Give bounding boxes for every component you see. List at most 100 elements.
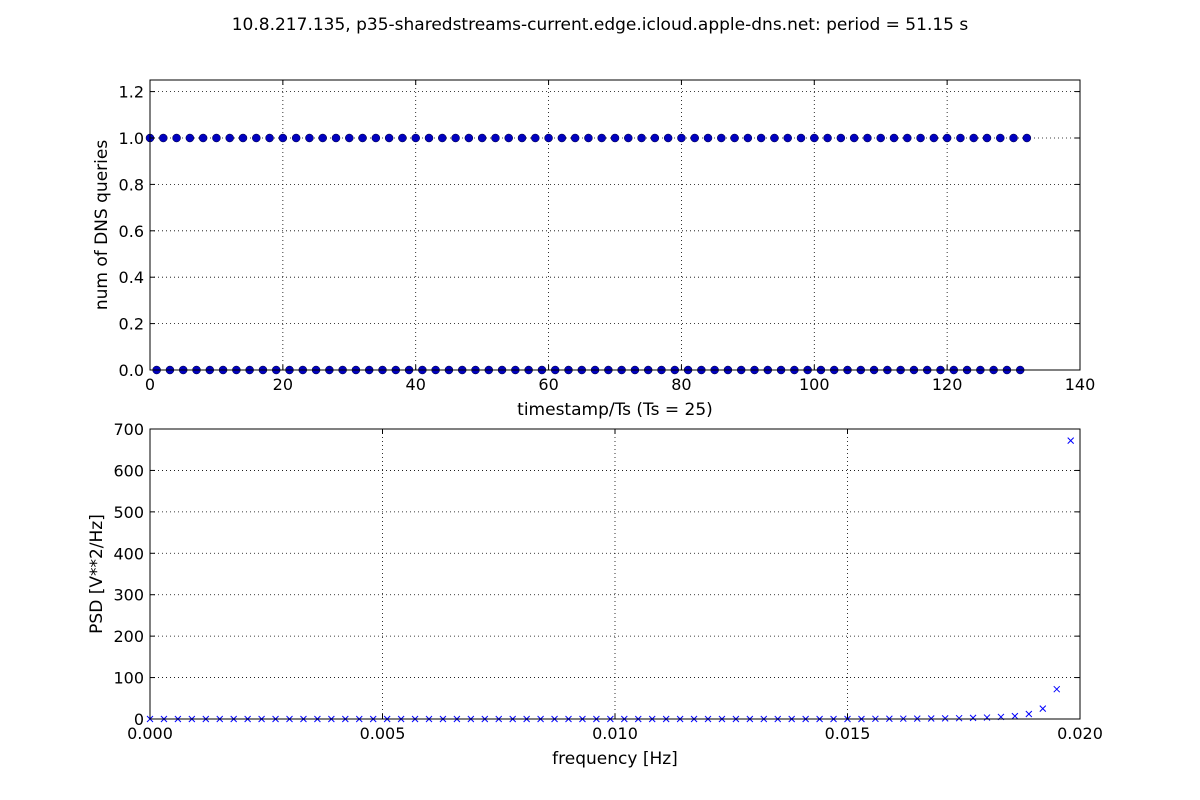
data-point [291,133,301,143]
data-point [252,133,261,143]
data-point [1009,133,1018,143]
data-point [823,133,832,143]
time-series-x-tick-label: 80 [671,375,691,394]
psd-y-tick-label: 300 [113,586,144,605]
data-point [451,133,460,143]
data-point [969,714,977,722]
data-point [982,133,992,143]
data-point [238,133,248,143]
data-point [331,133,341,143]
time-series-x-tick-label: 60 [538,375,558,394]
psd-y-tick-label: 400 [113,544,144,563]
data-point [491,133,500,143]
data-point [1039,705,1047,712]
psd-points [146,437,1075,723]
data-point [477,133,487,143]
psd-y-tick-label: 500 [113,503,144,522]
psd-grid [150,429,1080,719]
data-point [637,133,646,143]
data-point [942,133,952,143]
time-series-y-tick-label: 0.8 [119,175,144,194]
data-point [756,133,766,143]
data-point [916,133,925,143]
figure-title: 10.8.217.135, p35-sharedstreams-current.… [232,15,969,35]
psd-x-ticks: 0.000 0.005 0.010 0.015 0.020 [127,429,1103,743]
data-point [265,133,274,143]
psd-x-tick-label: 0.000 [127,724,173,743]
data-point [570,133,580,143]
psd-x-tick-label: 0.010 [592,724,638,743]
data-point [876,133,885,143]
data-point [225,133,234,143]
psd-x-tick-label: 0.005 [360,724,406,743]
data-point [531,133,540,143]
psd-y-tick-label: 200 [113,627,144,646]
time-series-chart: 0 20 40 60 80 100 120 140 0.0 0.2 0.4 0.6 0.8 1.0 1.2… [92,79,1095,420]
data-point [956,133,965,143]
time-series-plot-frame [149,79,1081,371]
data-point [212,133,221,143]
data-point [650,133,660,143]
data-point [411,133,420,143]
psd-x-label: frequency [Hz] [552,749,678,769]
time-series-points [145,133,1032,375]
time-series-x-tick-label: 100 [799,375,830,394]
data-point [1067,437,1075,444]
psd-y-label: PSD [V**2/Hz] [87,514,107,634]
data-point [597,133,606,143]
data-point [584,133,593,143]
time-series-y-label: num of DNS queries [92,140,112,311]
data-point [305,133,314,143]
data-point [464,133,474,143]
psd-x-tick-label: 0.020 [1057,724,1103,743]
data-point [941,714,949,722]
data-point [278,133,288,143]
data-point [1053,685,1061,693]
data-point [318,133,327,143]
data-point [384,133,394,143]
time-series-x-tick-label: 20 [273,375,293,394]
time-series-x-tick-label: 140 [1065,375,1096,394]
psd-chart: 0.000 0.005 0.010 0.015 0.020 0 100 200 300 400 5… [87,420,1103,769]
data-point [677,133,686,143]
time-series-y-tick-label: 1.2 [119,83,144,102]
data-point [889,133,899,143]
psd-y-tick-label: 600 [113,461,144,480]
data-point [624,133,633,143]
time-series-y-ticks: 0.0 0.2 0.4 0.6 0.8 1.0 1.2 [119,83,1080,380]
time-series-grid [150,80,1080,370]
data-point [863,133,872,143]
time-series-x-ticks: 0 20 40 60 80 100 120 140 [145,80,1095,394]
data-point [1011,712,1019,720]
time-series-y-tick-label: 1.0 [119,129,144,148]
data-point [504,133,513,143]
data-point [730,133,739,143]
data-point [544,133,553,143]
data-point [810,133,819,143]
data-point [610,133,620,143]
data-point [517,133,527,143]
time-series-y-tick-label: 0.6 [119,222,144,241]
data-point [1022,133,1032,143]
data-point [398,133,407,143]
psd-y-tick-label: 700 [113,420,144,439]
psd-y-tick-label: 0 [134,710,144,729]
time-series-x-tick-label: 0 [145,375,155,394]
data-point [743,133,753,143]
time-series-x-label: timestamp/Ts (Ts = 25) [517,400,713,420]
time-series-x-tick-label: 120 [932,375,963,394]
data-point [783,133,792,143]
data-point [955,714,963,722]
data-point [172,133,181,143]
psd-x-tick-label: 0.015 [825,724,871,743]
psd-y-tick-label: 100 [113,669,144,688]
data-point [796,133,806,143]
data-point [185,133,195,143]
data-point [983,714,991,721]
data-point [663,133,673,143]
data-point [849,133,859,143]
data-point [358,133,367,143]
data-point [703,133,713,143]
data-point [1025,710,1033,718]
data-point [424,133,434,143]
